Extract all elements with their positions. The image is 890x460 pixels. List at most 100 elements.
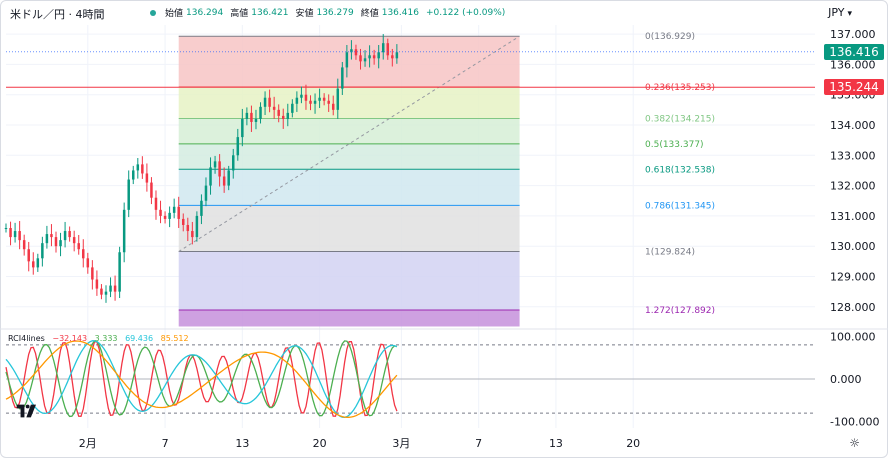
indicator-y-tick-label: -100.000 bbox=[830, 416, 879, 429]
y-tick-label: 132.000 bbox=[830, 180, 876, 193]
fib-zone bbox=[178, 169, 520, 206]
y-tick-label: 130.000 bbox=[830, 240, 876, 253]
fib-zone bbox=[178, 36, 520, 88]
candle-body bbox=[154, 197, 158, 210]
candle-body bbox=[327, 100, 330, 104]
candle-body bbox=[313, 100, 317, 104]
x-tick-label: 20 bbox=[313, 437, 327, 450]
candle-body bbox=[395, 52, 399, 59]
candle-body bbox=[68, 231, 71, 238]
close-value: 136.416 bbox=[381, 7, 419, 18]
y-tick-label: 137.000 bbox=[830, 28, 876, 41]
candle-body bbox=[236, 137, 240, 156]
fib-zone bbox=[178, 310, 520, 327]
current-price-tag: 136.416 bbox=[824, 43, 884, 60]
candle-body bbox=[318, 97, 321, 101]
x-tick-label: 3月 bbox=[392, 437, 410, 450]
candle-body bbox=[304, 94, 308, 101]
indicator-y-tick-label: 0.000 bbox=[830, 373, 862, 386]
candle-body bbox=[359, 55, 362, 62]
candle-body bbox=[363, 58, 367, 62]
candle-body bbox=[272, 106, 276, 110]
candle-body bbox=[241, 118, 244, 138]
candle-body bbox=[91, 267, 94, 280]
candle-body bbox=[391, 55, 394, 59]
fib-zone bbox=[178, 118, 520, 144]
y-tick-label: 134.000 bbox=[830, 119, 876, 132]
gear-icon[interactable]: ☼ bbox=[849, 436, 860, 450]
horizontal-line-price-tag: 135.244 bbox=[824, 79, 884, 96]
x-tick-label: 13 bbox=[549, 437, 563, 450]
candle-body bbox=[350, 49, 353, 53]
indicator-legend[interactable]: RCI4lines −32.143 3.333 69.436 85.512 bbox=[8, 334, 194, 343]
fib-zone bbox=[178, 87, 520, 119]
high-value: 136.421 bbox=[251, 7, 289, 18]
candle-body bbox=[291, 103, 294, 113]
candle-body bbox=[195, 215, 199, 238]
candle-body bbox=[22, 240, 26, 250]
tradingview-logo-icon[interactable] bbox=[14, 402, 40, 420]
symbol-title[interactable]: 米ドル／円 · 4時間 bbox=[10, 8, 105, 21]
candle-body bbox=[354, 49, 358, 56]
candle-body bbox=[372, 55, 376, 59]
candle-body bbox=[104, 291, 108, 295]
x-tick-label: 13 bbox=[235, 437, 249, 450]
low-label: 安値 bbox=[295, 9, 314, 19]
candle-body bbox=[100, 288, 103, 295]
rci-value-3: 69.436 bbox=[125, 334, 154, 343]
y-tick-label: 133.000 bbox=[830, 149, 876, 162]
candle-body bbox=[268, 97, 271, 107]
candle-body bbox=[386, 43, 390, 56]
candle-body bbox=[295, 97, 299, 104]
candle-body bbox=[41, 243, 44, 259]
candle-body bbox=[45, 234, 49, 244]
fib-level-label: 0.236(135.253) bbox=[645, 83, 715, 93]
candle-body bbox=[127, 179, 130, 210]
candle-body bbox=[250, 112, 253, 122]
candle-body bbox=[136, 164, 140, 171]
candle-body bbox=[377, 52, 380, 59]
x-tick-label: 2月 bbox=[79, 437, 97, 450]
candle-body bbox=[113, 285, 117, 292]
candle-body bbox=[132, 170, 135, 180]
candle-body bbox=[309, 100, 312, 104]
rci-value-1: −32.143 bbox=[52, 334, 88, 343]
candle-body bbox=[281, 115, 285, 119]
status-dot-icon bbox=[150, 9, 156, 16]
candle-body bbox=[286, 112, 290, 119]
candle-body bbox=[59, 240, 62, 247]
candle-body bbox=[254, 118, 258, 122]
candle-body bbox=[32, 261, 35, 268]
fib-level-label: 1(129.824) bbox=[645, 248, 695, 258]
fib-zone bbox=[178, 143, 520, 170]
y-tick-label: 128.000 bbox=[830, 301, 876, 314]
fib-trend-line bbox=[178, 35, 520, 252]
rci-value-2: 3.333 bbox=[94, 334, 118, 343]
candle-body bbox=[182, 218, 185, 225]
candle-body bbox=[109, 285, 112, 292]
fib-level-label: 0.382(134.215) bbox=[645, 114, 715, 124]
candle-body bbox=[172, 206, 176, 213]
candle-body bbox=[63, 231, 67, 241]
candle-body bbox=[168, 212, 171, 219]
candle-body bbox=[345, 52, 349, 68]
candle-body bbox=[245, 112, 249, 119]
candle-body bbox=[36, 258, 40, 268]
candle-body bbox=[341, 67, 344, 89]
candle-body bbox=[118, 252, 121, 292]
y-tick-label: 129.000 bbox=[830, 270, 876, 283]
candle-body bbox=[86, 258, 90, 268]
indicator-y-tick-label: 100.000 bbox=[830, 330, 876, 343]
candle-body bbox=[163, 215, 167, 219]
candle-body bbox=[4, 228, 8, 230]
fib-level-label: 0.618(132.538) bbox=[645, 165, 715, 175]
rci-value-4: 85.512 bbox=[160, 334, 189, 343]
ohlc-legend: 始値 136.294 高値 136.421 安値 136.279 終値 136.… bbox=[150, 6, 509, 19]
candle-body bbox=[204, 185, 208, 201]
candle-body bbox=[331, 103, 335, 110]
currency-selector[interactable]: JPY ▾ bbox=[828, 6, 852, 19]
candle-body bbox=[13, 231, 17, 238]
candle-body bbox=[54, 237, 58, 247]
x-tick-label: 20 bbox=[626, 437, 640, 450]
